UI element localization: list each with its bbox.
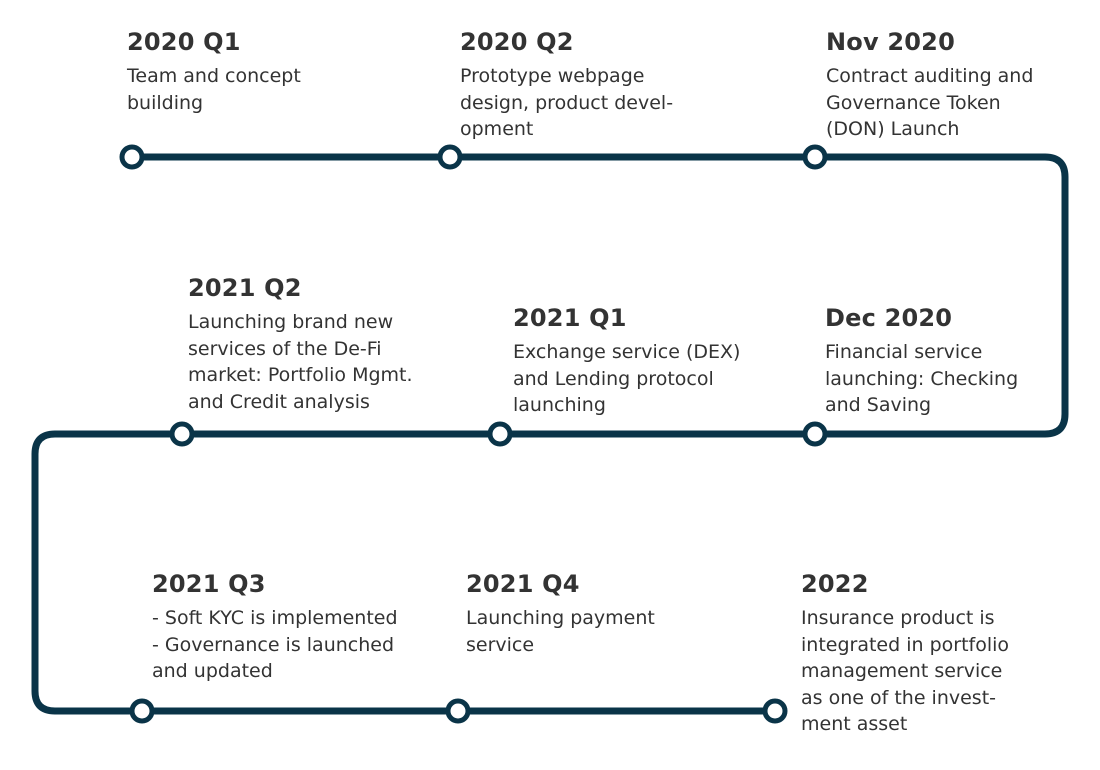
milestone-description-line: Launching brand new bbox=[188, 311, 394, 333]
milestone-node bbox=[802, 144, 828, 170]
milestone-description-line: service bbox=[466, 633, 535, 656]
milestone-date: 2020 Q1 bbox=[127, 28, 241, 56]
milestone-description-line: Exchange service (DEX) bbox=[513, 341, 741, 363]
milestone-description-line: Financial service bbox=[825, 341, 983, 363]
milestone-node bbox=[802, 421, 828, 447]
milestone-description-line: launching: Checking bbox=[825, 367, 1019, 390]
milestone-description-line: Team and concept bbox=[127, 65, 301, 87]
milestone-description-line: ment asset bbox=[801, 713, 908, 735]
milestone-description-line: Insurance product is bbox=[801, 607, 995, 629]
milestone-description-line: Governance Token bbox=[826, 91, 1001, 114]
milestone-date: 2022 bbox=[801, 570, 869, 598]
milestone-description-line: opment bbox=[460, 118, 534, 140]
milestone-description-line: Prototype webpage bbox=[460, 65, 645, 87]
milestone-description-line: and Saving bbox=[825, 394, 932, 416]
milestone-description-line: Contract auditing and bbox=[826, 65, 1034, 87]
milestone-date: Nov 2020 bbox=[826, 28, 955, 56]
milestone-node bbox=[437, 144, 463, 170]
milestone-node bbox=[445, 698, 471, 724]
milestone-description-line: and Lending protocol bbox=[513, 367, 714, 390]
timeline-nodes bbox=[119, 144, 828, 724]
milestone: 2021 Q4 Launching payment service bbox=[466, 569, 655, 658]
milestone-date: 2021 Q1 bbox=[513, 304, 627, 332]
milestone: 2022 Insurance product is integrated in po… bbox=[801, 569, 1009, 738]
milestone: 2020 Q2 Prototype webpage design, product … bbox=[460, 27, 673, 143]
milestone-date: 2021 Q4 bbox=[466, 570, 580, 598]
milestone-description-line: Launching payment bbox=[466, 607, 655, 629]
milestone: 2021 Q1 Exchange service (DEX) and Lending… bbox=[513, 303, 740, 419]
milestone-description-line: - Governance is launched bbox=[152, 633, 395, 656]
milestone-node bbox=[762, 698, 788, 724]
milestone-description-line: - Soft KYC is implemented bbox=[152, 607, 398, 629]
milestone-description-line: and Credit analysis bbox=[188, 390, 370, 413]
milestone-date: Dec 2020 bbox=[825, 304, 953, 332]
milestone-description-line: design, product devel- bbox=[460, 91, 674, 114]
timeline-path bbox=[31, 153, 1069, 715]
milestone-description-line: (DON) Launch bbox=[826, 118, 960, 140]
milestone-description-line: building bbox=[127, 91, 204, 114]
milestone: 2021 Q3 - Soft KYC is implemented - Govern… bbox=[152, 569, 398, 685]
milestone-description-line: and updated bbox=[152, 660, 273, 682]
milestone: Dec 2020 Financial service launching: Chec… bbox=[825, 303, 1018, 419]
milestone-node bbox=[169, 421, 195, 447]
milestone-date: 2021 Q3 bbox=[152, 570, 266, 598]
milestone-date: 2021 Q2 bbox=[188, 274, 302, 302]
milestone-node bbox=[119, 144, 145, 170]
milestone-date: 2020 Q2 bbox=[460, 28, 574, 56]
milestone-node bbox=[487, 421, 513, 447]
milestone-description-line: as one of the invest- bbox=[801, 686, 997, 709]
milestone: Nov 2020 Contract auditing and Governance … bbox=[826, 27, 1033, 143]
milestone: 2020 Q1 Team and concept building bbox=[127, 27, 301, 116]
milestone-node bbox=[129, 698, 155, 724]
milestone-description-line: market: Portfolio Mgmt. bbox=[188, 364, 413, 386]
milestone-description-line: integrated in portfolio bbox=[801, 633, 1010, 656]
milestone-description-line: management service bbox=[801, 660, 1003, 682]
milestone-description-line: launching bbox=[513, 394, 606, 416]
milestone-description-line: services of the De-Fi bbox=[188, 337, 382, 360]
milestone: 2021 Q2 Launching brand new services of th… bbox=[188, 273, 413, 415]
